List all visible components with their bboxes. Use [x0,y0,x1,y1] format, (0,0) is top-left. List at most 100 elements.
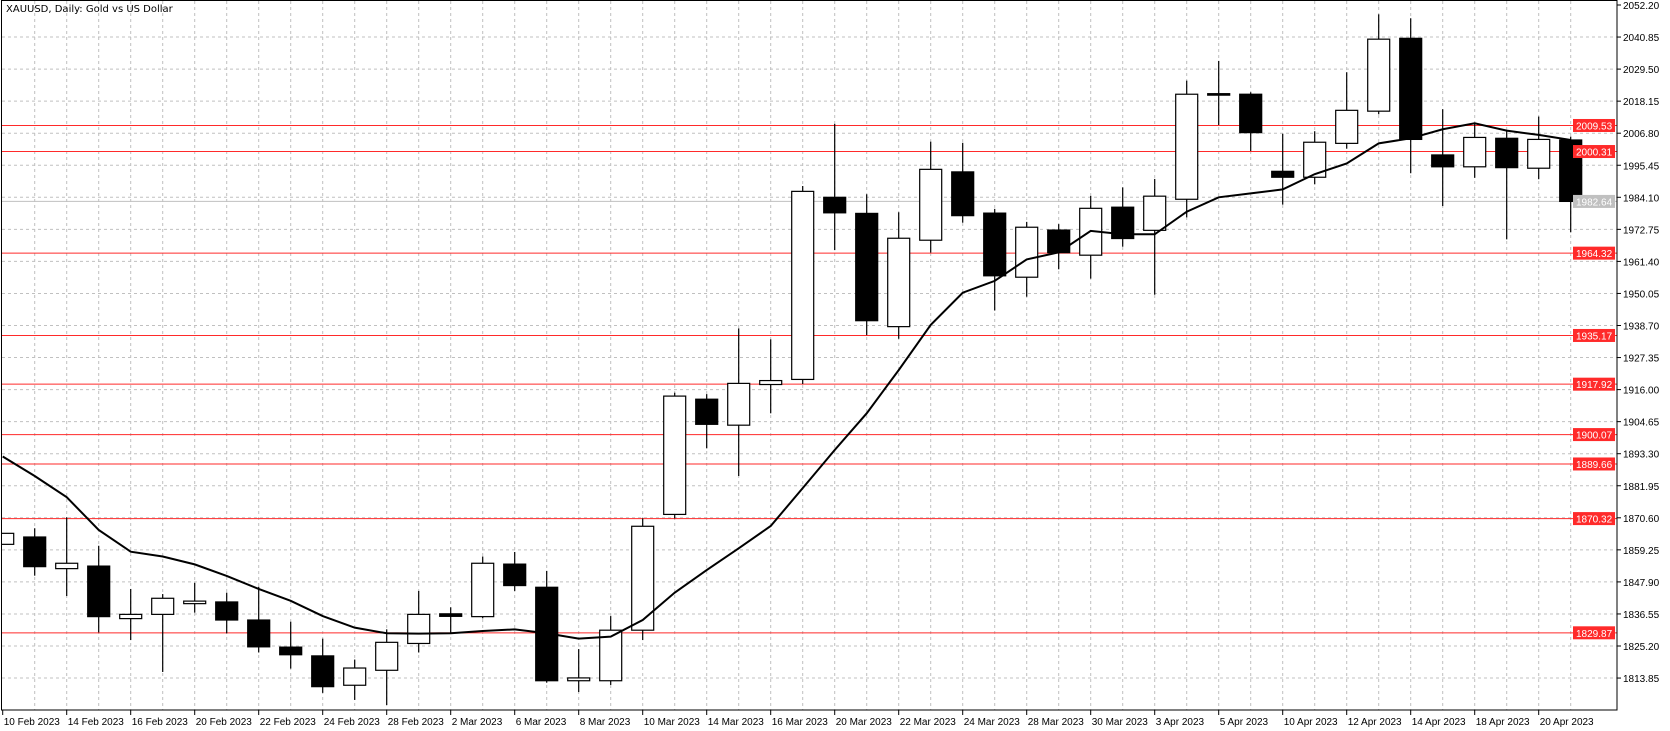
candle [87,545,111,633]
candle [1239,92,1263,151]
candle-body-bear [1495,137,1519,169]
level-label-bg [1573,457,1615,471]
candle-body-bull [471,562,495,618]
level-label: 2009.53 [1576,121,1613,132]
candle-body-bull [343,667,367,686]
candle-body-bull [55,562,79,570]
current-price-label-bg [1573,194,1615,208]
level-label-bg [1573,626,1615,640]
candle-body-bull [567,677,591,682]
candle [1207,60,1231,126]
candle-body-bear [951,171,975,217]
level-label-bg [1573,328,1615,342]
candle [1111,187,1135,247]
candle [247,586,271,653]
candle [151,594,175,672]
candle [887,212,911,339]
level-label: 1829.87 [1576,629,1613,640]
candle-body-bear [1271,170,1295,178]
x-tick-label: 14 Apr 2023 [1412,717,1466,728]
y-tick-label: 2040.85 [1623,33,1660,44]
candle-body-bull [1143,195,1167,231]
candle-body-bull [663,395,687,516]
level-label: 2000.31 [1576,148,1613,159]
candle [23,528,47,576]
candles [2,14,1583,706]
candle-body-bull [759,379,783,386]
level-label: 1889.66 [1576,460,1613,471]
candle-body-bear [695,398,719,425]
candle-body-bull [599,629,623,682]
candle-body-bull [1527,138,1551,169]
candle-body-bear [1239,93,1263,134]
candle-body-bull [2,532,15,545]
x-tick-label: 22 Mar 2023 [900,717,957,728]
moving-average-line [2,122,1571,640]
x-tick-label: 20 Feb 2023 [196,717,253,728]
candle [1271,133,1295,205]
candle [951,142,975,223]
candle-body-bull [1015,226,1039,278]
candle-body-bull [1463,136,1487,168]
y-tick-label: 1916.00 [1623,386,1660,397]
time-axis[interactable]: 10 Feb 2023 14 Feb 2023 16 Feb 2023 20 Feb … [2,710,1594,728]
candle-body-bear [823,196,847,214]
candle [1367,14,1391,115]
candle-body-bear [1399,37,1423,141]
level-labels: 1982.64 2009.53 2000.31 1964.32 1935.17 1917.… [1573,118,1615,640]
candle [1175,80,1199,218]
level-label: 1900.07 [1576,431,1613,442]
x-tick-label: 3 Apr 2023 [1156,717,1205,728]
candle-body-bear [983,212,1007,277]
candle-body-bear [247,619,271,648]
y-tick-label: 1870.60 [1623,514,1660,525]
x-tick-label: 2 Mar 2023 [452,717,503,728]
candle [439,607,463,634]
level-label: 1917.92 [1576,380,1613,391]
candle [215,592,239,634]
candle [1303,131,1327,185]
y-tick-label: 1938.70 [1623,322,1660,333]
candle-body-bear [855,212,879,322]
x-tick-label: 16 Mar 2023 [772,717,829,728]
y-tick-label: 1836.55 [1623,610,1660,621]
x-tick-label: 14 Mar 2023 [708,717,765,728]
level-label-bg [1573,512,1615,526]
candle-body-bear [1047,229,1071,254]
candle [695,394,719,449]
y-tick-label: 1972.75 [1623,225,1660,236]
candle [407,590,431,653]
candle [1143,178,1167,295]
price-axis[interactable]: 2052.20 2040.85 2029.50 2018.15 2006.80 1995.… [1617,1,1660,685]
level-label-bg [1573,246,1615,260]
y-tick-label: 1847.90 [1623,578,1660,589]
candle [183,582,207,613]
candle-body-bull [919,168,943,241]
candle-body-bear [1111,206,1135,240]
level-label: 1870.32 [1576,515,1613,526]
candle-body-bear [503,563,527,587]
y-tick-label: 1961.40 [1623,257,1660,268]
candle [1015,221,1039,297]
x-tick-label: 10 Feb 2023 [4,717,61,728]
candle [503,551,527,591]
candle [1495,130,1519,240]
x-tick-label: 10 Mar 2023 [644,717,701,728]
y-tick-label: 1904.65 [1623,418,1660,429]
candle [471,556,495,619]
x-tick-label: 12 Apr 2023 [1348,717,1402,728]
y-tick-label: 1984.10 [1623,193,1660,204]
x-tick-label: 18 Apr 2023 [1476,717,1530,728]
candle-body-bull [1367,38,1391,112]
horizontal-levels [2,124,1617,634]
candle [375,629,399,706]
candle [343,659,367,700]
candle [1399,18,1423,174]
y-tick-label: 1881.95 [1623,482,1660,493]
candle [279,621,303,669]
y-tick-label: 2006.80 [1623,129,1660,140]
candle [1463,122,1487,178]
x-tick-label: 10 Apr 2023 [1284,717,1338,728]
candle-body-bull [183,600,207,605]
